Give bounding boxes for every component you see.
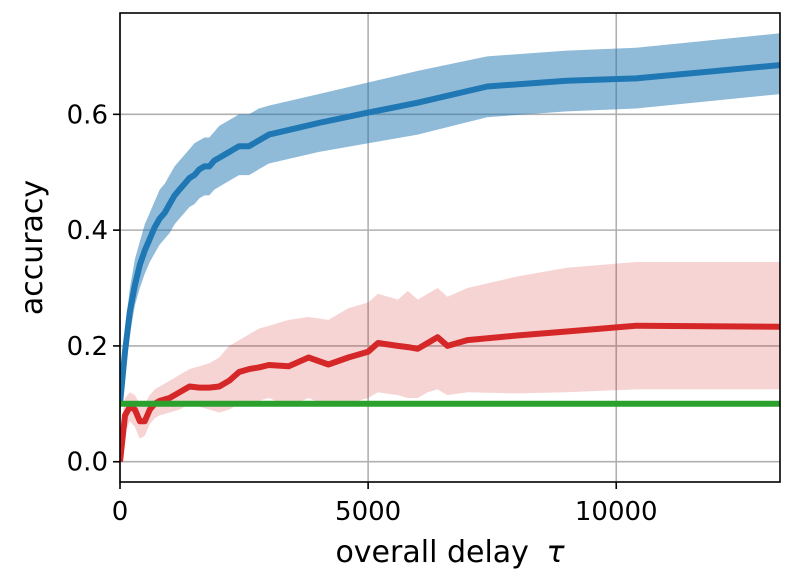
- y-tick-label: 0.4: [67, 216, 108, 246]
- y-tick-label: 0.6: [67, 100, 108, 130]
- series-0-line: [120, 62, 780, 405]
- series-1-line: [120, 322, 780, 463]
- y-tick-label: 0.2: [67, 332, 108, 362]
- y-tick-label: 0.0: [67, 448, 108, 478]
- x-axis-label: overall delay τ: [335, 535, 565, 570]
- x-axis-label-text: overall delay: [335, 535, 528, 570]
- x-tick-label: 5000: [335, 497, 401, 527]
- x-axis-label-symbol: τ: [546, 535, 565, 570]
- tick-marks: [113, 113, 618, 489]
- y-tick-labels: 0.0 0.2 0.4 0.6: [67, 100, 108, 477]
- x-tick-label: 0: [112, 497, 129, 527]
- x-tick-labels: 0 5000 10000: [112, 497, 658, 527]
- series-lines: [120, 62, 780, 463]
- x-tick-label: 10000: [575, 497, 658, 527]
- y-axis-label: accuracy: [15, 180, 50, 315]
- plot-frame: [119, 12, 781, 483]
- series-1-band: [120, 262, 780, 462]
